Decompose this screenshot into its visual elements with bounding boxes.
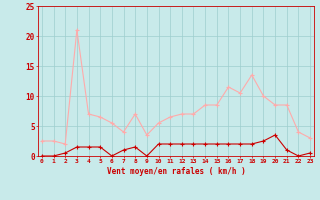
X-axis label: Vent moyen/en rafales ( km/h ): Vent moyen/en rafales ( km/h )	[107, 167, 245, 176]
